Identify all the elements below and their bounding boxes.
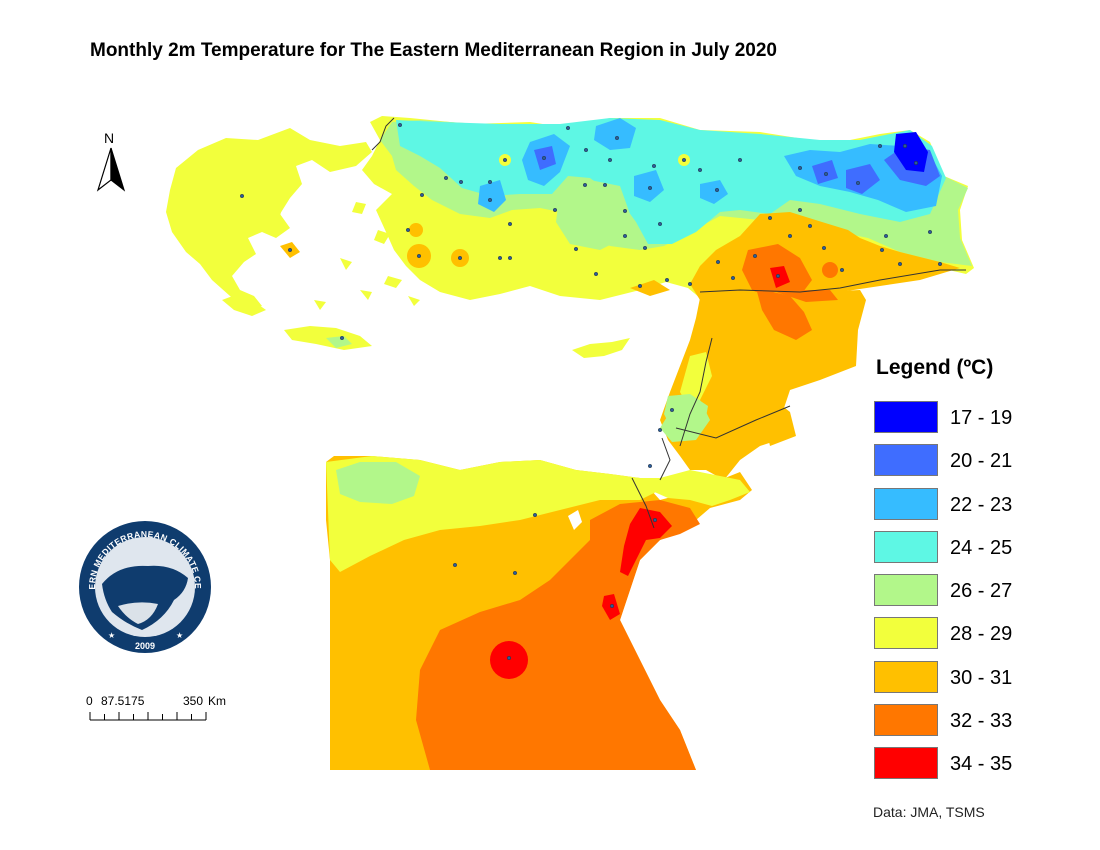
egypt-region — [326, 456, 752, 770]
legend-label: 26 - 27 — [950, 580, 1013, 603]
scale-label-3: Km — [208, 694, 226, 708]
legend-label: 34 - 35 — [950, 753, 1013, 776]
legend-swatch — [874, 617, 938, 650]
legend-swatch — [874, 704, 938, 737]
scale-bar — [89, 712, 207, 721]
weather-stations — [239, 122, 943, 661]
legend-label: 28 - 29 — [950, 623, 1013, 646]
greece-region — [166, 128, 420, 350]
scale-label-1: 87.5175 — [101, 694, 145, 708]
turkey-region — [362, 116, 974, 300]
legend-label: 30 - 31 — [950, 666, 1013, 689]
svg-text:★: ★ — [108, 631, 115, 640]
legend-swatch — [874, 487, 938, 520]
legend-title: Legend (ºC) — [876, 356, 994, 379]
legend-label: 17 - 19 — [950, 407, 1013, 429]
scale-label-0: 0 — [86, 694, 93, 708]
north-arrow-icon — [96, 147, 126, 192]
legend-swatch — [874, 660, 938, 693]
legend-swatch — [874, 401, 938, 433]
legend-swatch — [874, 574, 938, 607]
scale-label-2: 350 — [183, 694, 204, 708]
legend-swatch — [874, 444, 938, 477]
cyprus-region — [572, 338, 630, 358]
legend-label: 20 - 21 — [950, 450, 1013, 473]
legend-label: 22 - 23 — [950, 493, 1013, 516]
legend-swatch — [874, 530, 938, 563]
country-borders — [371, 117, 966, 529]
logo-year: 2009 — [135, 641, 155, 651]
map-title: Monthly 2m Temperature for The Eastern M… — [90, 40, 777, 61]
levant-region — [660, 288, 866, 480]
north-label: N — [104, 130, 115, 146]
legend-label: 24 - 25 — [950, 536, 1013, 559]
legend-label: 32 - 33 — [950, 710, 1013, 733]
data-source: Data: JMA, TSMS — [873, 804, 985, 820]
svg-text:★: ★ — [176, 631, 183, 640]
legend-swatch — [874, 747, 938, 780]
emcc-logo-icon: EASTERN MEDITERRANEAN CLIMATE CENTRE 200… — [78, 520, 211, 653]
